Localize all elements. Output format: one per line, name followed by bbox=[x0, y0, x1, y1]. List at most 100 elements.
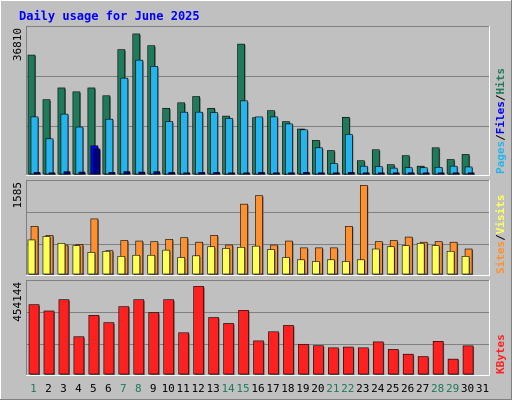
sites-bar bbox=[87, 252, 96, 275]
y-max-label: 36810 bbox=[11, 28, 24, 61]
kbytes-bar bbox=[432, 341, 444, 375]
day-label-12: 12 bbox=[192, 382, 205, 395]
kbytes-bar bbox=[462, 345, 474, 375]
pages-bar-shadow bbox=[244, 173, 251, 175]
kbytes-bar bbox=[268, 331, 279, 375]
day-label-22: 22 bbox=[341, 382, 354, 395]
sites-bar bbox=[267, 249, 275, 275]
pages-bar-shadow bbox=[379, 173, 386, 175]
pages-bar bbox=[258, 172, 265, 175]
pages-bar bbox=[198, 172, 205, 175]
legend-separator: / bbox=[494, 94, 507, 101]
pages-bar bbox=[183, 172, 190, 175]
legend: KBytes bbox=[494, 334, 507, 374]
files-bar bbox=[150, 66, 159, 175]
day-label-17: 17 bbox=[266, 382, 279, 395]
files-bar bbox=[195, 111, 203, 175]
kbytes-bar bbox=[148, 312, 160, 375]
pages-bar bbox=[303, 172, 310, 175]
pages-bar bbox=[407, 172, 415, 175]
kbytes-bar bbox=[298, 343, 309, 375]
sites-bar bbox=[356, 259, 365, 275]
pages-bar-shadow bbox=[289, 173, 296, 175]
sites-bar bbox=[461, 256, 470, 275]
legend-entry: Sites bbox=[494, 241, 507, 274]
pages-bar-shadow bbox=[439, 173, 446, 175]
sites-bar bbox=[401, 245, 410, 275]
files-bar bbox=[45, 138, 54, 175]
day-label-18: 18 bbox=[281, 382, 294, 395]
y-max-label: 454144 bbox=[11, 282, 24, 322]
sites-bar bbox=[117, 256, 126, 275]
day-label-4: 4 bbox=[75, 382, 82, 395]
pages-bar bbox=[153, 171, 161, 175]
sites-bar bbox=[27, 239, 36, 275]
pages-bar-shadow bbox=[364, 173, 371, 175]
pages-bar-shadow bbox=[454, 173, 461, 175]
legend-entry: Files bbox=[494, 101, 507, 134]
day-label-25: 25 bbox=[386, 382, 399, 395]
chart-title: Daily usage for June 2025 bbox=[19, 9, 200, 23]
pages-bar-shadow bbox=[274, 173, 281, 175]
day-label-9: 9 bbox=[150, 382, 157, 395]
files-bar bbox=[315, 147, 323, 175]
legend: Pages/Files/Hits bbox=[494, 68, 507, 174]
day-label-11: 11 bbox=[177, 382, 190, 395]
files-bar bbox=[30, 116, 39, 175]
pages-bar bbox=[452, 172, 460, 175]
legend-entry: KBytes bbox=[494, 334, 507, 374]
day-label-10: 10 bbox=[162, 382, 175, 395]
pages-bar bbox=[377, 172, 385, 175]
files-bar bbox=[120, 77, 129, 175]
pages-bar bbox=[422, 172, 430, 175]
day-label-2: 2 bbox=[45, 382, 52, 395]
kbytes-bar bbox=[133, 299, 145, 375]
sites-bar bbox=[42, 236, 51, 275]
sites-bar bbox=[222, 248, 230, 275]
kbytes-bar bbox=[163, 299, 175, 375]
kbytes-bar bbox=[43, 310, 55, 375]
pages-bar-shadow bbox=[184, 173, 191, 175]
pages-bar-shadow bbox=[469, 173, 476, 175]
sites-bar bbox=[147, 254, 156, 275]
pages-bar bbox=[348, 172, 355, 175]
kbytes-bar bbox=[178, 332, 189, 375]
files-bar bbox=[285, 123, 293, 175]
kbytes-bar bbox=[313, 345, 324, 375]
day-label-8: 8 bbox=[135, 382, 142, 395]
sites-bar bbox=[386, 246, 395, 275]
sites-bar bbox=[57, 243, 66, 275]
day-label-19: 19 bbox=[296, 382, 309, 395]
pages-bar-shadow bbox=[394, 173, 401, 175]
day-label-30: 30 bbox=[461, 382, 474, 395]
sites-bar bbox=[207, 246, 215, 275]
sites-bar bbox=[192, 255, 200, 275]
kbytes-bar bbox=[328, 347, 339, 375]
pages-bar bbox=[333, 172, 340, 175]
files-bar bbox=[105, 118, 114, 175]
sites-bar bbox=[162, 249, 171, 275]
sites-bar bbox=[297, 259, 305, 275]
y-max-label: 1585 bbox=[11, 182, 24, 209]
day-label-28: 28 bbox=[431, 382, 444, 395]
files-bar bbox=[270, 116, 278, 175]
day-label-14: 14 bbox=[221, 382, 235, 395]
pages-bar bbox=[273, 172, 280, 175]
day-label-24: 24 bbox=[371, 382, 385, 395]
pages-bar-shadow bbox=[49, 173, 56, 175]
sites-bar bbox=[342, 261, 350, 275]
pages-bar bbox=[78, 171, 86, 175]
kbytes-bar bbox=[238, 310, 249, 375]
files-bar bbox=[210, 112, 218, 175]
visits-sites-panel: 1585 Sites/Visits bbox=[11, 180, 507, 276]
files-bar bbox=[240, 100, 248, 175]
files-bar bbox=[345, 134, 353, 175]
hits-files-pages-panel: 36810 Pages/Files/Hits bbox=[11, 26, 507, 176]
day-label-26: 26 bbox=[401, 382, 414, 395]
kbytes-bar bbox=[58, 299, 70, 375]
sites-bar bbox=[132, 254, 141, 275]
sites-bar bbox=[431, 245, 440, 275]
sites-bar bbox=[327, 259, 335, 275]
sites-bar bbox=[72, 245, 81, 275]
pages-bar-shadow bbox=[424, 173, 431, 175]
